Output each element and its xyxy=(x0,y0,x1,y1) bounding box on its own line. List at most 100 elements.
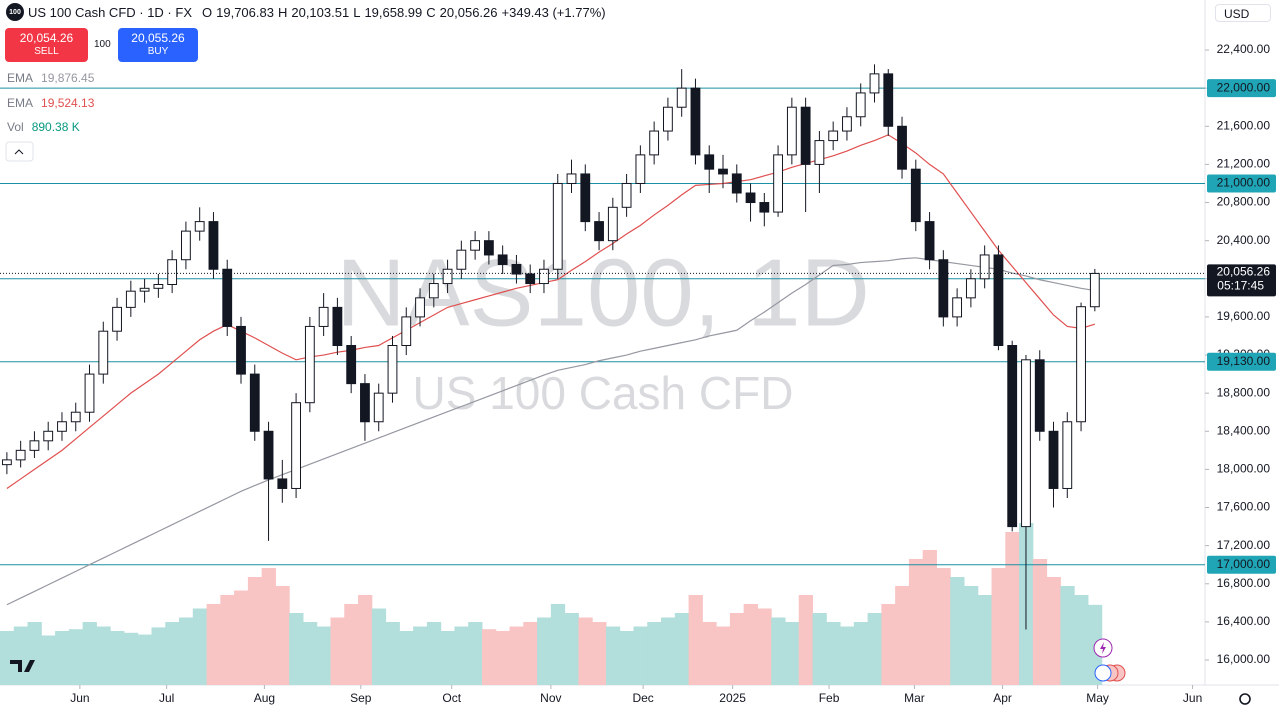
candle-body xyxy=(952,297,963,318)
legend-value: 19,876.45 xyxy=(41,71,95,85)
x-tick-label: Feb xyxy=(819,691,840,705)
volume-bar xyxy=(302,622,318,685)
buy-label: BUY xyxy=(147,46,169,57)
ohlc-value: 20,103.51 xyxy=(291,4,350,20)
candle-body xyxy=(84,373,95,413)
candle-body xyxy=(580,173,591,223)
candle-body xyxy=(883,73,894,127)
x-tick-label: Nov xyxy=(540,691,561,705)
collapse-icon xyxy=(14,149,24,155)
candle-body xyxy=(525,273,536,285)
y-tick-label: 18,800.00 xyxy=(1217,385,1271,399)
volume-bar xyxy=(798,595,814,685)
collapse-button[interactable] xyxy=(5,141,34,162)
candle-body xyxy=(855,92,866,118)
ohlc-value: 19,706.83 xyxy=(216,4,274,20)
candle-body xyxy=(731,173,742,194)
x-tick-label: Aug xyxy=(254,691,275,705)
event-flag[interactable] xyxy=(1094,664,1112,682)
price-pane xyxy=(0,64,1205,630)
sell-price: 20,054.26 xyxy=(19,31,74,45)
ema-line xyxy=(6,134,1096,489)
candle-body xyxy=(70,411,81,423)
candle-body xyxy=(153,284,164,289)
watermark-title: NAS100, 1D xyxy=(336,239,870,346)
candle-body xyxy=(965,278,976,299)
symbol-header: 100 US 100 Cash CFD · 1D · FX O 19,706.83… xyxy=(6,3,606,21)
volume-bar xyxy=(261,568,276,685)
y-tick-label: 18,400.00 xyxy=(1217,423,1271,437)
candle-body xyxy=(1089,272,1100,308)
volume-bar xyxy=(1005,532,1020,685)
ohlc-value: 20,056.26 xyxy=(439,4,498,20)
candle-body xyxy=(869,73,880,94)
level-label-box xyxy=(1207,79,1276,98)
volume-bar xyxy=(413,626,428,685)
volume-bar xyxy=(688,595,703,685)
volume-bar xyxy=(716,626,731,685)
candle-body xyxy=(993,254,1004,347)
candle-body xyxy=(690,87,701,156)
candle-body xyxy=(566,173,577,184)
candle-body xyxy=(552,182,563,270)
volume-bar xyxy=(881,604,896,685)
candle-body xyxy=(786,106,797,156)
symbol-title[interactable]: US 100 Cash CFD · 1D · FX xyxy=(28,4,192,20)
candle-body xyxy=(511,263,522,275)
volume-bar xyxy=(371,608,387,685)
candle-body xyxy=(1062,421,1073,489)
candle-body xyxy=(1007,345,1018,528)
sell-button[interactable]: 20,054.26 SELL xyxy=(5,28,88,62)
sell-label: SELL xyxy=(34,46,59,57)
volume-bar xyxy=(564,613,579,685)
y-tick-label: 20,800.00 xyxy=(1217,195,1271,209)
volume-bar xyxy=(220,595,235,685)
candle-body xyxy=(15,449,26,461)
volume-bar xyxy=(537,617,552,685)
ohlc-label: H xyxy=(277,4,288,20)
ohlc-label: L xyxy=(353,4,361,20)
currency-selector[interactable]: USD xyxy=(1215,4,1271,22)
volume-bar xyxy=(482,629,497,685)
candle-body xyxy=(415,297,425,318)
volume-bar xyxy=(771,617,786,685)
settings-gear[interactable] xyxy=(1239,693,1251,705)
volume-bar xyxy=(1060,586,1075,685)
volume-bar xyxy=(192,608,208,685)
y-tick-label: 16,000.00 xyxy=(1217,652,1271,666)
candle-body xyxy=(910,168,921,223)
buy-button[interactable]: 20,055.26 BUY xyxy=(118,28,198,62)
candle-body xyxy=(304,325,315,404)
volume-bar xyxy=(440,631,455,685)
volume-bar xyxy=(344,604,359,685)
y-tick-label: 17,200.00 xyxy=(1217,538,1271,552)
candle-body xyxy=(387,345,398,394)
volume-bar xyxy=(123,632,139,685)
candle-body xyxy=(621,182,632,208)
volume-bar xyxy=(523,622,538,685)
candle-body xyxy=(1048,430,1059,489)
volume-bar xyxy=(1046,577,1061,685)
candle-body xyxy=(291,402,301,489)
candle-body xyxy=(373,392,384,423)
volume-bar xyxy=(330,617,345,685)
ema-legend: EMA 19,876.45 xyxy=(7,71,94,85)
candle-body xyxy=(594,221,604,242)
candle-body xyxy=(1034,359,1045,432)
volume-bar xyxy=(840,626,855,685)
candle-body xyxy=(663,106,673,132)
level-label: 19,130.00 xyxy=(1217,354,1271,368)
x-tick-label: Sep xyxy=(350,691,372,705)
volume-bar xyxy=(922,550,937,685)
candle-body xyxy=(745,192,756,204)
volume-bar xyxy=(908,559,924,685)
volume-bar xyxy=(55,631,70,685)
candle-body xyxy=(125,290,136,308)
level-label-box xyxy=(1207,555,1276,574)
x-tick-label: Jun xyxy=(1183,691,1202,705)
candle-body xyxy=(29,440,40,451)
x-tick-label: Dec xyxy=(632,691,653,705)
candle-body xyxy=(800,106,811,165)
